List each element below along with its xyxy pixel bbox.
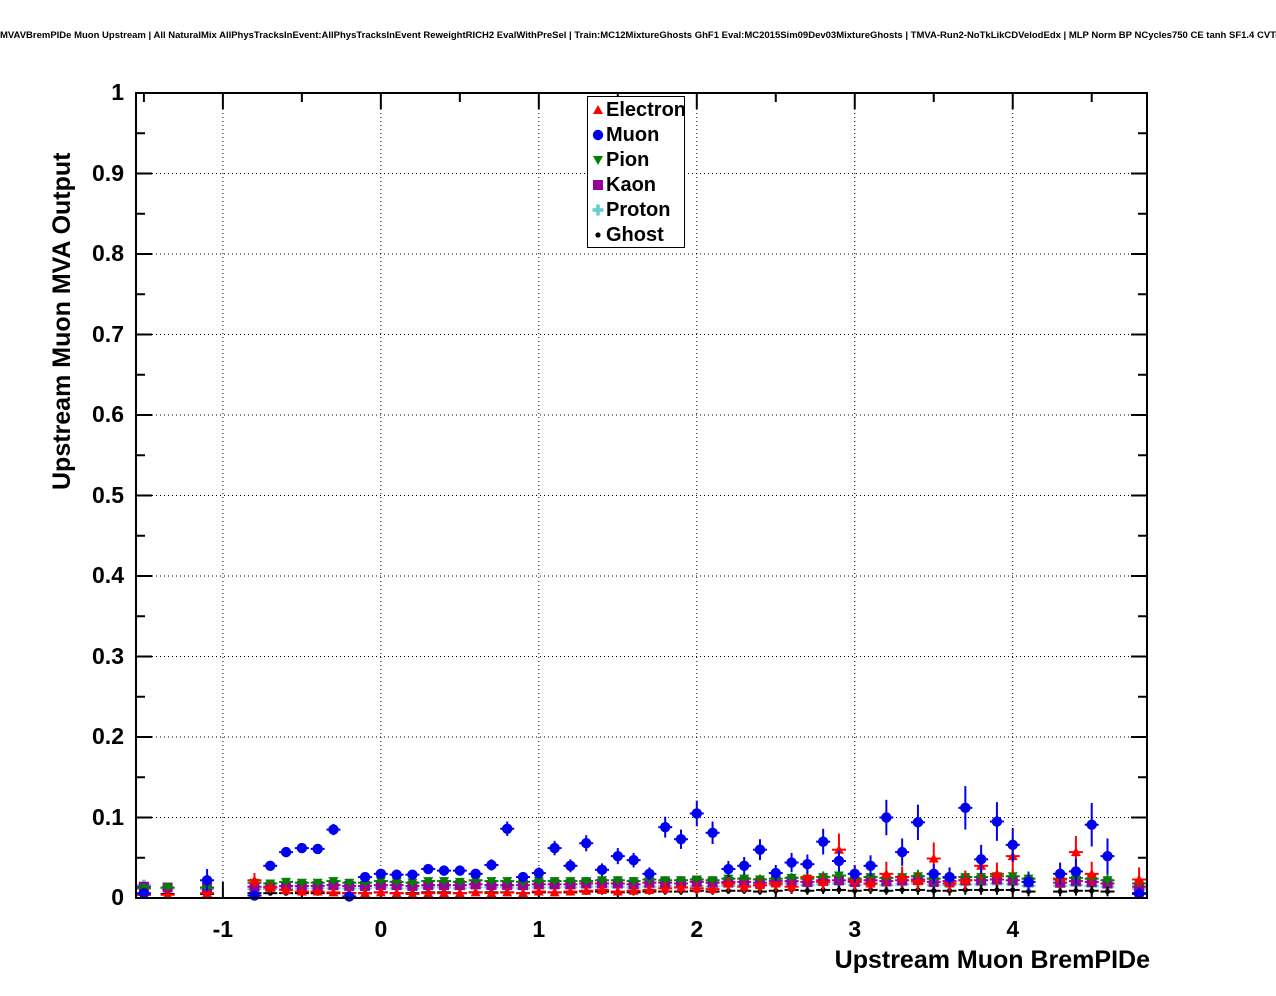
x-tick-label: 0 [374,916,388,942]
y-tick-label: 1 [111,79,124,105]
plot-title: MVAVBremPIDe Muon Upstream | All Natural… [0,30,1276,41]
square-icon [591,174,605,196]
y-tick-label: 0.9 [92,159,124,186]
legend: Electron Muon Pion Kaon Proton Ghost [587,96,687,248]
series-muon [136,786,1147,902]
y-tick-label: 0.1 [92,803,124,830]
y-tick-label: 0.4 [92,562,124,588]
legend-label: Kaon [606,173,656,196]
dot-icon [591,224,605,246]
x-tick-label: 2 [690,916,704,942]
x-axis-title: Upstream Muon BremPIDe [834,946,1150,974]
circle-icon [591,124,605,146]
legend-entry-electron[interactable]: Electron [588,97,687,122]
triangle-down-icon [591,149,605,171]
y-tick-label: 0.3 [92,642,124,669]
legend-label: Electron [606,98,687,121]
legend-label: Proton [606,198,671,221]
legend-entry-proton[interactable]: Proton [588,197,684,222]
legend-label: Muon [606,123,660,146]
legend-entry-kaon[interactable]: Kaon [588,172,684,197]
legend-entry-ghost[interactable]: Ghost [588,222,684,247]
plot-frame [135,92,1148,899]
x-tick-label: -1 [212,916,234,942]
legend-entry-pion[interactable]: Pion [588,147,684,172]
legend-entry-muon[interactable]: Muon [588,122,684,147]
y-tick-label: 0 [111,884,124,910]
y-tick-label: 0.5 [92,481,124,508]
x-tick-label: 4 [1006,916,1020,942]
x-tick-label: 1 [532,916,546,942]
cross-icon [591,199,605,221]
y-tick-label: 0.8 [92,240,124,266]
grid-lines [136,93,1147,898]
legend-label: Ghost [606,223,664,246]
y-tick-label: 0.6 [92,401,124,427]
data-points [136,786,1147,902]
y-tick-label: 0.7 [92,320,124,347]
triangle-up-icon [591,99,605,121]
y-tick-label: 0.2 [92,723,124,749]
legend-label: Pion [606,148,650,171]
x-tick-label: 3 [848,916,862,942]
